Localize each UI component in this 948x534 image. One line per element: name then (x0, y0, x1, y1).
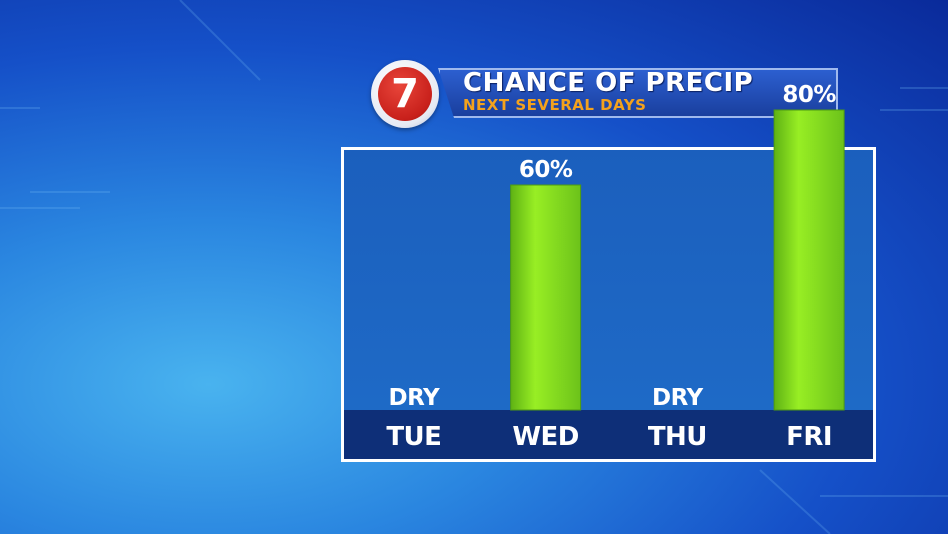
bar-fri (773, 109, 845, 411)
value-label-wed: 60% (519, 157, 573, 183)
value-label-fri: 80% (782, 82, 836, 108)
day-label-thu: THU (648, 422, 707, 452)
chart-title: CHANCE OF PRECIP (463, 68, 754, 98)
logo-number: 7 (378, 67, 432, 121)
day-label-strip (344, 410, 873, 459)
value-label-thu: DRY (652, 385, 704, 411)
value-label-tue: DRY (389, 385, 441, 411)
title-banner (438, 68, 838, 118)
chart-subtitle: NEXT SEVERAL DAYS (463, 96, 647, 114)
day-label-wed: WED (512, 422, 579, 452)
station-logo: 7 (371, 60, 439, 128)
day-label-fri: FRI (786, 422, 832, 452)
day-label-tue: TUE (386, 422, 441, 452)
bar-wed (510, 184, 582, 411)
